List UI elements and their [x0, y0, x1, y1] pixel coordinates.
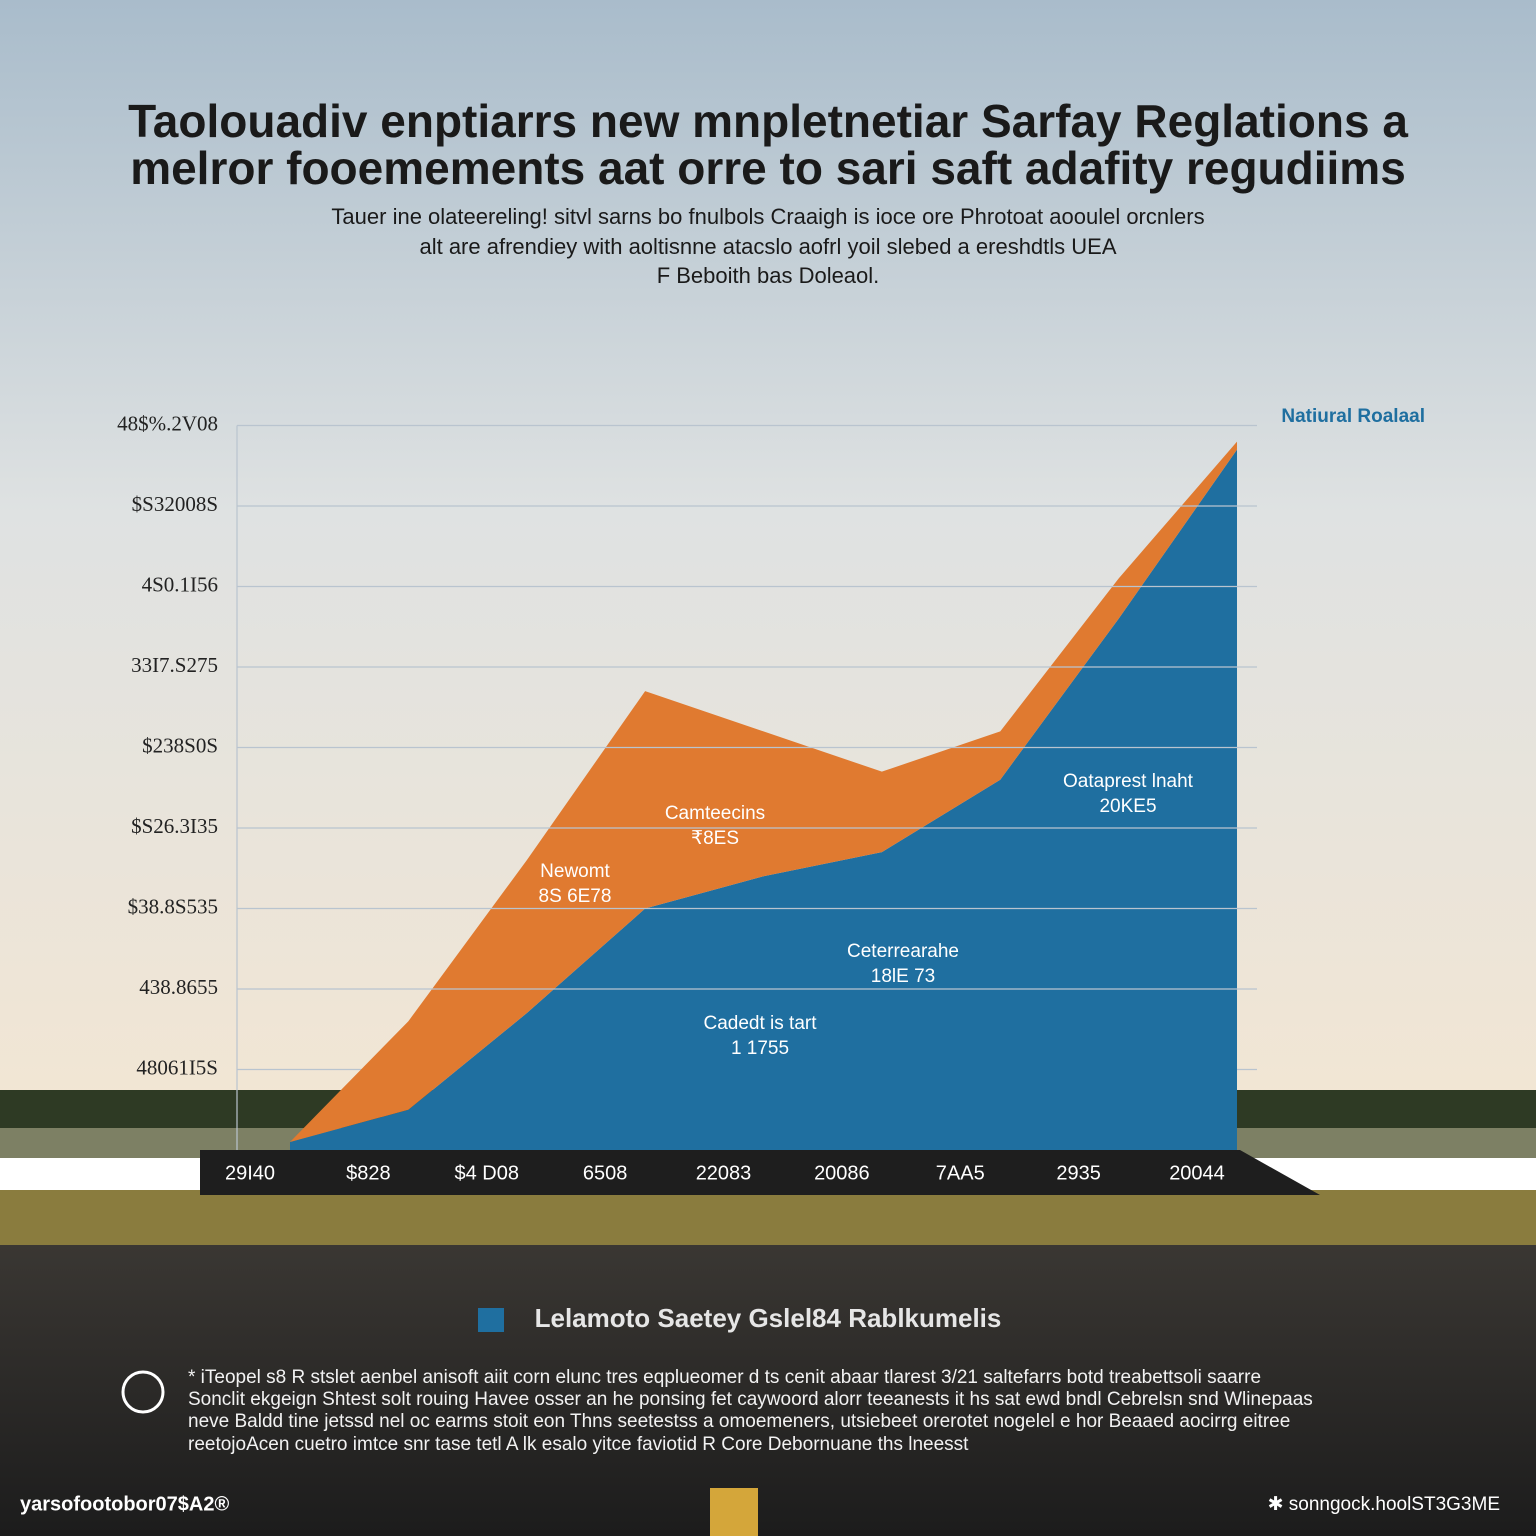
y-tick-label: 4S0.1I56 — [142, 572, 218, 596]
annotation: 20KE5 — [1099, 796, 1156, 817]
paragraph-line: Sonclit ekgeign Shtest solt rouing Havee… — [188, 1389, 1313, 1410]
y-tick-label: $38.8S535 — [128, 894, 218, 918]
subtitle: F Beboith bas Doleaol. — [657, 263, 880, 288]
annotation: ₹8ES — [691, 828, 739, 849]
caption: Lelamoto Saetey Gslel84 Rablkumelis — [535, 1303, 1002, 1333]
x-tick-label: $828 — [346, 1162, 391, 1184]
paragraph-line: * iTeopel s8 R stslet aenbel anisoft aii… — [188, 1367, 1261, 1388]
road — [0, 1245, 1536, 1536]
chart-title: Taolouadiv enptiarrs new mnpletnetiar Sa… — [128, 95, 1408, 147]
y-tick-label: 48061I5S — [136, 1055, 218, 1079]
paragraph-line: neve Baldd tine jetssd nel oc earms stoi… — [188, 1411, 1290, 1432]
road-marking — [710, 1488, 758, 1536]
y-tick-label: 48$%.2V08 — [117, 411, 218, 435]
x-tick-label: 20044 — [1169, 1162, 1225, 1184]
chart-title: melror fooemements aat orre to sari saft… — [130, 142, 1406, 194]
paragraph-line: reetojoAcen cuetro imtce snr tase tetl A… — [188, 1434, 969, 1455]
annotation: Cadedt is tart — [704, 1013, 818, 1034]
grass — [0, 1190, 1536, 1248]
annotation: Camteecins — [665, 803, 765, 824]
annotation: Oataprest lnaht — [1063, 771, 1194, 792]
footer-left: yarsofootobor07$A2® — [20, 1493, 229, 1515]
y-tick-label: $S26.3I35 — [131, 814, 218, 838]
x-tick-label: 22083 — [696, 1162, 752, 1184]
x-tick-label: $4 D08 — [455, 1162, 520, 1184]
y-tick-label: $238S0S — [142, 733, 218, 757]
subtitle: alt are afrendiey with aoltisnne atacslo… — [419, 234, 1116, 259]
subtitle: Tauer ine olateereling! sitvl sarns bo f… — [331, 204, 1204, 229]
annotation: Newomt — [540, 861, 610, 882]
annotation: Ceterrearahe — [847, 941, 959, 962]
chart-base — [200, 1150, 1320, 1195]
caption-swatch — [478, 1308, 504, 1332]
annotation: 8S 6E78 — [539, 886, 612, 907]
area — [290, 449, 1237, 1150]
footer-right: ✱ sonngock.hoolST3G3ME — [1268, 1494, 1500, 1515]
icon — [121, 1370, 165, 1414]
y-tick-label: 33I7.S275 — [131, 653, 218, 677]
annotation: 18lE 73 — [871, 966, 935, 987]
annotation: 1 1755 — [731, 1038, 789, 1059]
y-tick-label: 438.8655 — [139, 975, 218, 999]
x-tick-label: 6508 — [583, 1162, 628, 1184]
x-tick-label: 7AA5 — [936, 1162, 985, 1184]
x-tick-label: 2935 — [1056, 1162, 1101, 1184]
legend-label: Natiural Roalaal — [1281, 406, 1425, 427]
y-tick-label: $S32008S — [132, 492, 218, 516]
area — [290, 441, 1237, 1142]
x-tick-label: 20086 — [814, 1162, 870, 1184]
x-tick-label: 29I40 — [225, 1162, 275, 1184]
